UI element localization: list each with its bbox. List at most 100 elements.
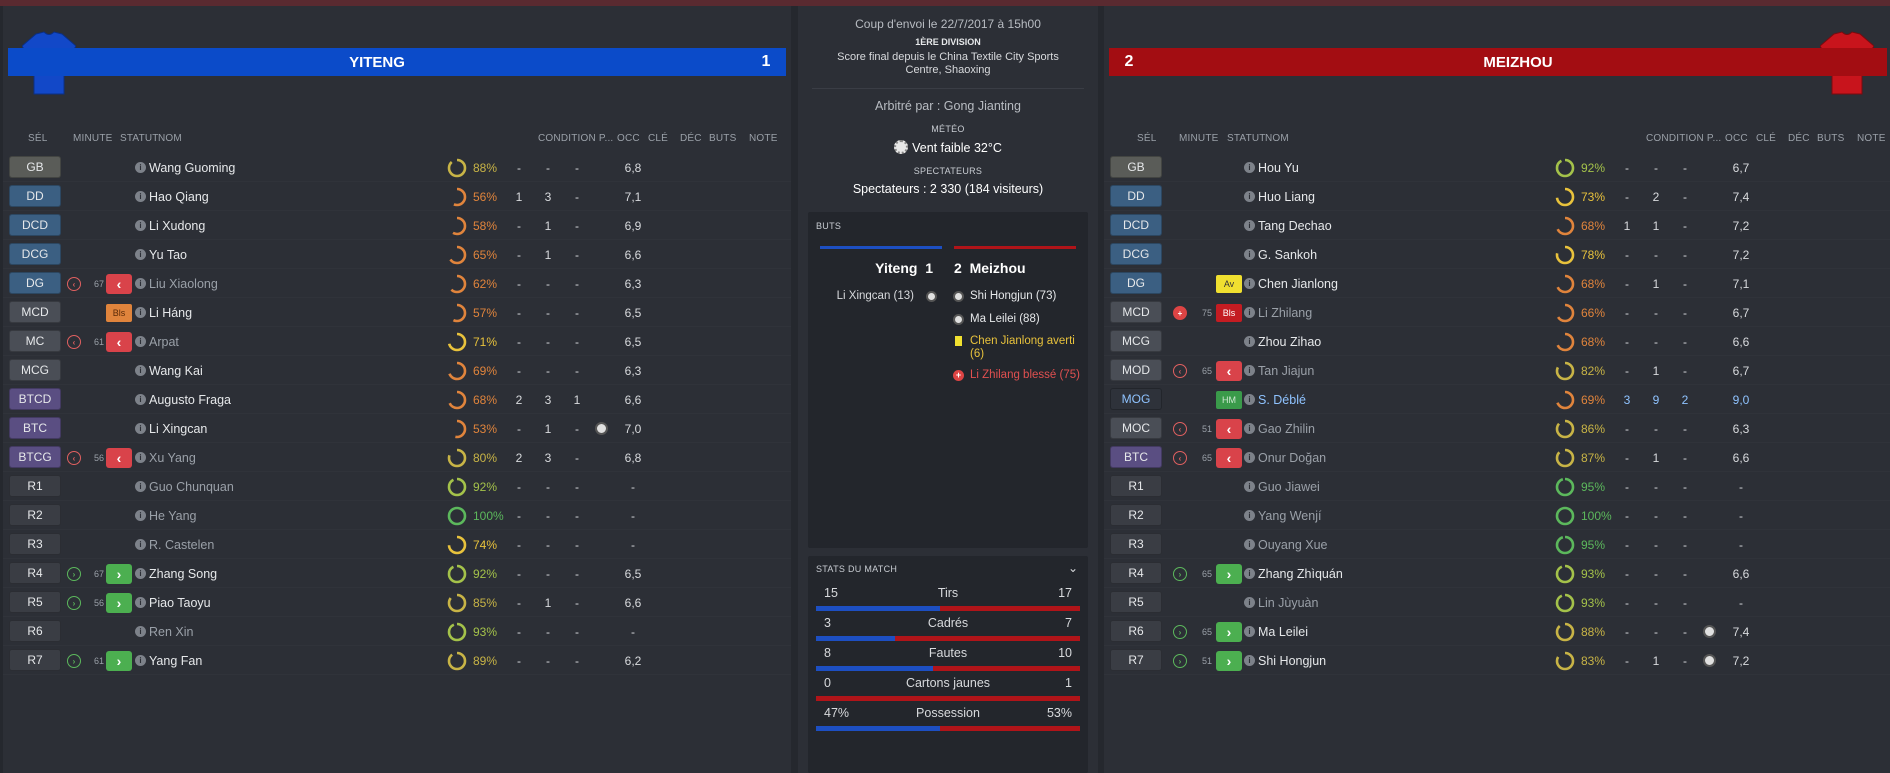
player-row[interactable]: BTCG ‹ 56 ‹ i Xu Yang 80% 2 3-6,8 <box>3 443 791 472</box>
player-name[interactable]: Wang Kai <box>149 364 203 378</box>
info-icon[interactable]: i <box>135 510 146 521</box>
info-icon[interactable]: i <box>1244 220 1255 231</box>
position-badge[interactable]: R5 <box>1110 591 1162 613</box>
info-icon[interactable]: i <box>135 191 146 202</box>
player-name[interactable]: Ouyang Xue <box>1258 538 1328 552</box>
col-cle[interactable]: CLÉ <box>648 133 669 144</box>
position-badge[interactable]: R2 <box>9 504 61 526</box>
info-icon[interactable]: i <box>135 626 146 637</box>
info-icon[interactable]: i <box>135 307 146 318</box>
player-name[interactable]: Li Zhilang <box>1258 306 1313 320</box>
info-icon[interactable]: i <box>135 597 146 608</box>
player-row[interactable]: R7 › 51 › i Shi Hongjun 83% -1-7,2 <box>1104 646 1890 675</box>
position-badge[interactable]: DCG <box>9 243 61 265</box>
info-icon[interactable]: i <box>1244 423 1255 434</box>
info-icon[interactable]: i <box>135 365 146 376</box>
player-row[interactable]: R5 i Lin Jùyuàn 93% - - - - <box>1104 588 1890 617</box>
position-badge[interactable]: MC <box>9 330 61 352</box>
position-badge[interactable]: R4 <box>1110 562 1162 584</box>
player-row[interactable]: MOC ‹ 51 ‹ i Gao Zhilin 86% - - -6,3 <box>1104 414 1890 443</box>
position-badge[interactable]: R7 <box>9 649 61 671</box>
col-minute[interactable]: MINUTE <box>73 133 113 144</box>
subbed-in-button[interactable]: › <box>106 651 132 671</box>
player-name[interactable]: Li Xudong <box>149 219 206 233</box>
subbed-out-button[interactable]: ‹ <box>106 274 132 294</box>
player-row[interactable]: R2 i He Yang 100% - - - - <box>3 501 791 530</box>
player-row[interactable]: DCG i G. Sankoh 78% - - - 7,2 <box>1104 240 1890 269</box>
player-name[interactable]: Li Xingcan <box>149 422 208 436</box>
position-badge[interactable]: MCD <box>1110 301 1162 323</box>
info-icon[interactable]: i <box>135 655 146 666</box>
info-icon[interactable]: i <box>1244 510 1255 521</box>
position-badge[interactable]: R4 <box>9 562 61 584</box>
subbed-out-button[interactable]: ‹ <box>106 332 132 352</box>
position-badge[interactable]: R2 <box>1110 504 1162 526</box>
position-badge[interactable]: DD <box>9 185 61 207</box>
player-name[interactable]: Tang Dechao <box>1258 219 1332 233</box>
player-row[interactable]: R4 › 65 › i Zhang Zhìquán 93% - - -6,6 <box>1104 559 1890 588</box>
subbed-in-button[interactable]: › <box>1216 651 1242 671</box>
info-icon[interactable]: i <box>1244 626 1255 637</box>
player-row[interactable]: GB i Wang Guoming 88% - - - 6,8 <box>3 153 791 182</box>
player-row[interactable]: MOG HM i S. Déblé 69% 3 9 2 9,0 <box>1104 385 1890 414</box>
player-name[interactable]: Guo Chunquan <box>149 480 234 494</box>
info-icon[interactable]: i <box>1244 307 1255 318</box>
col-buts[interactable]: BUTS <box>709 133 737 144</box>
position-badge[interactable]: MCD <box>9 301 61 323</box>
position-badge[interactable]: R1 <box>1110 475 1162 497</box>
info-icon[interactable]: i <box>135 162 146 173</box>
info-icon[interactable]: i <box>1244 191 1255 202</box>
position-badge[interactable]: BTC <box>1110 446 1162 468</box>
info-icon[interactable]: i <box>1244 568 1255 579</box>
info-icon[interactable]: i <box>135 481 146 492</box>
col-condition[interactable]: CONDITION P... <box>1646 133 1722 144</box>
position-badge[interactable]: BTCD <box>9 388 61 410</box>
player-row[interactable]: R3 i R. Castelen 74% - - - - <box>3 530 791 559</box>
player-name[interactable]: Huo Liang <box>1258 190 1315 204</box>
col-sel[interactable]: SÉL <box>28 133 48 144</box>
player-name[interactable]: Onur Doğan <box>1258 451 1327 465</box>
player-row[interactable]: MOD ‹ 65 ‹ i Tan Jiajun 82% -1-6,7 <box>1104 356 1890 385</box>
player-row[interactable]: MC ‹ 61 ‹ i Arpat 71% - - -6,5 <box>3 327 791 356</box>
player-row[interactable]: R4 › 67 › i Zhang Song 92% - - -6,5 <box>3 559 791 588</box>
player-name[interactable]: Yang Wenjí <box>1258 509 1322 523</box>
player-name[interactable]: Zhang Zhìquán <box>1258 567 1343 581</box>
player-name[interactable]: Shi Hongjun <box>1258 654 1327 668</box>
collapse-chevron-icon[interactable]: ⌄ <box>1067 561 1078 575</box>
position-badge[interactable]: DG <box>9 272 61 294</box>
info-icon[interactable]: i <box>1244 365 1255 376</box>
player-name[interactable]: Gao Zhilin <box>1258 422 1315 436</box>
player-row[interactable]: DCD i Li Xudong 58% - 1 - 6,9 <box>3 211 791 240</box>
position-badge[interactable]: MOC <box>1110 417 1162 439</box>
player-row[interactable]: R1 i Guo Jiawei 95% - - - - <box>1104 472 1890 501</box>
info-icon[interactable]: i <box>135 336 146 347</box>
info-icon[interactable]: i <box>1244 278 1255 289</box>
col-note[interactable]: NOTE <box>749 133 778 144</box>
subbed-out-button[interactable]: ‹ <box>1216 361 1242 381</box>
info-icon[interactable]: i <box>1244 162 1255 173</box>
col-minute[interactable]: MINUTE <box>1179 133 1219 144</box>
player-row[interactable]: BTC i Li Xingcan 53% - 1 - 7,0 <box>3 414 791 443</box>
position-badge[interactable]: R6 <box>1110 620 1162 642</box>
player-row[interactable]: R3 i Ouyang Xue 95% - - - - <box>1104 530 1890 559</box>
player-name[interactable]: Tan Jiajun <box>1258 364 1315 378</box>
col-occ[interactable]: OCC <box>1725 133 1748 144</box>
position-badge[interactable]: BTC <box>9 417 61 439</box>
position-badge[interactable]: DG <box>1110 272 1162 294</box>
player-row[interactable]: R5 › 56 › i Piao Taoyu 85% -1-6,6 <box>3 588 791 617</box>
player-row[interactable]: BTCD i Augusto Fraga 68% 2 3 1 6,6 <box>3 385 791 414</box>
subbed-out-button[interactable]: ‹ <box>106 448 132 468</box>
info-icon[interactable]: i <box>135 568 146 579</box>
player-name[interactable]: Augusto Fraga <box>149 393 231 407</box>
info-icon[interactable]: i <box>135 220 146 231</box>
col-occ[interactable]: OCC <box>617 133 640 144</box>
player-name[interactable]: Zhang Song <box>149 567 218 581</box>
player-name[interactable]: Lin Jùyuàn <box>1258 596 1319 610</box>
subbed-in-button[interactable]: › <box>106 593 132 613</box>
player-name[interactable]: Guo Jiawei <box>1258 480 1320 494</box>
player-name[interactable]: Li Háng <box>149 306 193 320</box>
position-badge[interactable]: DCD <box>1110 214 1162 236</box>
position-badge[interactable]: GB <box>9 156 61 178</box>
info-icon[interactable]: i <box>1244 394 1255 405</box>
info-icon[interactable]: i <box>1244 249 1255 260</box>
